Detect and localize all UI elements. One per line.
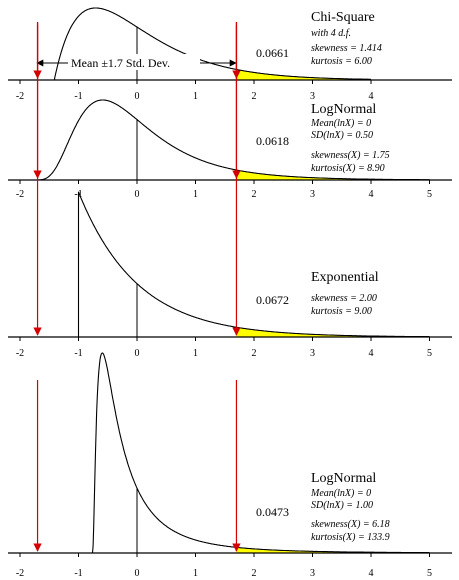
tick-label: 2 [252,91,257,102]
tick-label: 4 [369,91,374,102]
tail-probability: 0.0661 [256,46,289,60]
tick-label: -2 [16,348,24,359]
lognormal-1-00-panel: -2 -1 0 1 2 3 4 5 LogNormal Mean(lnX) = 0 SD(ln… [8,352,452,579]
tail-fill [236,170,430,180]
density-line [33,99,430,181]
tick-label: 1 [193,348,198,359]
tick-label: -2 [16,568,24,579]
tick-label: -1 [74,91,82,102]
density-curve [91,352,430,554]
tail-fill [236,327,430,337]
tick-label: 3 [310,568,315,579]
stat-sd-lnx: SD(lnX) = 0.50 [311,130,373,141]
exponential-panel: -2 -1 0 1 2 3 4 5 Exponential skewness = 2.00 k… [8,22,452,359]
range-label: Mean ±1.7 Std. Dev. [71,56,170,70]
stat-skewness: skewness = 2.00 [311,293,377,304]
tick-label: 2 [252,348,257,359]
stat-kurtosis: kurtosis(X) = 8.90 [311,163,385,174]
tick-label: -1 [74,568,82,579]
panel-title: LogNormal [311,102,376,117]
x-axis: -2 -1 0 1 2 3 4 5 [8,179,452,200]
upper-tail-area [236,327,430,337]
lognormal-0-50-panel: -2 -1 0 1 2 3 4 5 LogNormal Mean(lnX) = 0 SD(ln… [8,22,452,200]
density-curve [54,7,371,80]
panel-title: Chi-Square [311,10,375,25]
stat-mean-lnx: Mean(lnX) = 0 [310,488,371,499]
tail-probability: 0.0473 [256,505,289,519]
x-axis: -2 -1 0 1 2 3 4 5 [8,552,452,579]
tail-probability: 0.0672 [256,293,289,307]
tick-label: -2 [16,91,24,102]
density-curve [77,191,430,338]
upper-tail-area [236,547,430,553]
tick-label: -1 [74,348,82,359]
tick-label: 4 [369,568,374,579]
tick-label: 4 [369,348,374,359]
chi-square-panel: -2 -1 0 1 2 3 4 Chi-Square with 4 d.f. skewnes… [8,7,452,102]
tail-fill [236,547,430,553]
panel-title: LogNormal [311,471,376,486]
tick-label: 2 [252,568,257,579]
tick-label: 5 [427,568,432,579]
tick-label: 0 [135,189,140,200]
tick-label: 1 [193,568,198,579]
tail-fill [236,69,371,80]
density-curve [33,99,430,181]
tick-label: 1 [193,91,198,102]
tick-label: 2 [252,189,257,200]
tick-label: 0 [135,568,140,579]
tick-label: 1 [193,189,198,200]
upper-tail-area [236,69,371,80]
range-label-background [68,54,200,70]
upper-tail-area [236,170,430,180]
cutoff-markers [33,22,241,336]
x-axis: -2 -1 0 1 2 3 4 5 [8,336,452,359]
tick-label: 5 [427,348,432,359]
x-axis: -2 -1 0 1 2 3 4 [8,79,452,102]
density-line [91,352,430,554]
density-line [77,191,430,338]
stat-mean-lnx: Mean(lnX) = 0 [310,118,371,129]
tick-label: 0 [135,348,140,359]
tick-label: -2 [16,189,24,200]
tick-label: 3 [310,348,315,359]
stat-skewness: skewness(X) = 1.75 [311,150,390,161]
stat-kurtosis: kurtosis = 9.00 [311,306,372,317]
stat-kurtosis: kurtosis = 6.00 [311,56,372,67]
panel-title: Exponential [311,270,379,285]
tick-label: 3 [310,91,315,102]
tick-label: 5 [427,189,432,200]
stat-skewness: skewness = 1.414 [311,43,382,54]
stat-skewness: skewness(X) = 6.18 [311,519,390,530]
cutoff-markers [33,380,241,552]
tick-label: 3 [310,189,315,200]
tick-label: 4 [369,189,374,200]
panel-subtitle: with 4 d.f. [311,28,351,39]
stat-sd-lnx: SD(lnX) = 1.00 [311,500,373,511]
tail-probability: 0.0618 [256,134,289,148]
tick-label: 0 [135,91,140,102]
stat-kurtosis: kurtosis(X) = 133.9 [311,532,390,543]
density-line [54,7,371,80]
